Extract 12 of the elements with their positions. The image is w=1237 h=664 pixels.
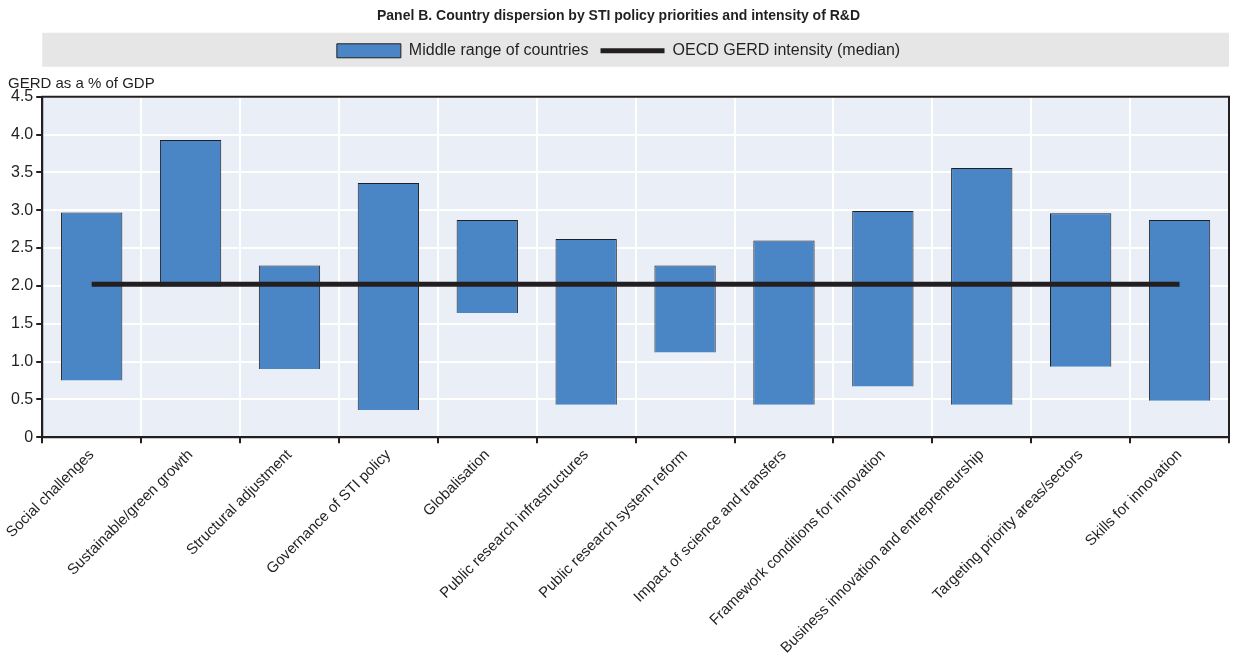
y-tick-label: 0 — [24, 427, 34, 445]
y-tick-label: 3.5 — [10, 162, 34, 180]
y-tick-label: 2.5 — [10, 238, 34, 256]
y-tick-label: 4.0 — [10, 125, 34, 143]
y-tick-label: 1.0 — [10, 351, 34, 369]
y-tick-label: 3.0 — [10, 200, 34, 218]
y-tick-label: 0.5 — [10, 389, 34, 407]
chart-title: Panel B. Country dispersion by STI policy priorities and intensity of R&D — [376, 7, 861, 24]
y-tick-label: 2.0 — [10, 276, 34, 294]
legend-label: Middle range of countries — [408, 41, 589, 59]
y-tick-label: 1.5 — [10, 314, 34, 332]
legend-label: OECD GERD intensity (median) — [672, 41, 901, 59]
